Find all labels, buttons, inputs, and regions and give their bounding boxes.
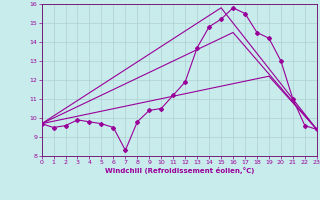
X-axis label: Windchill (Refroidissement éolien,°C): Windchill (Refroidissement éolien,°C) <box>105 167 254 174</box>
